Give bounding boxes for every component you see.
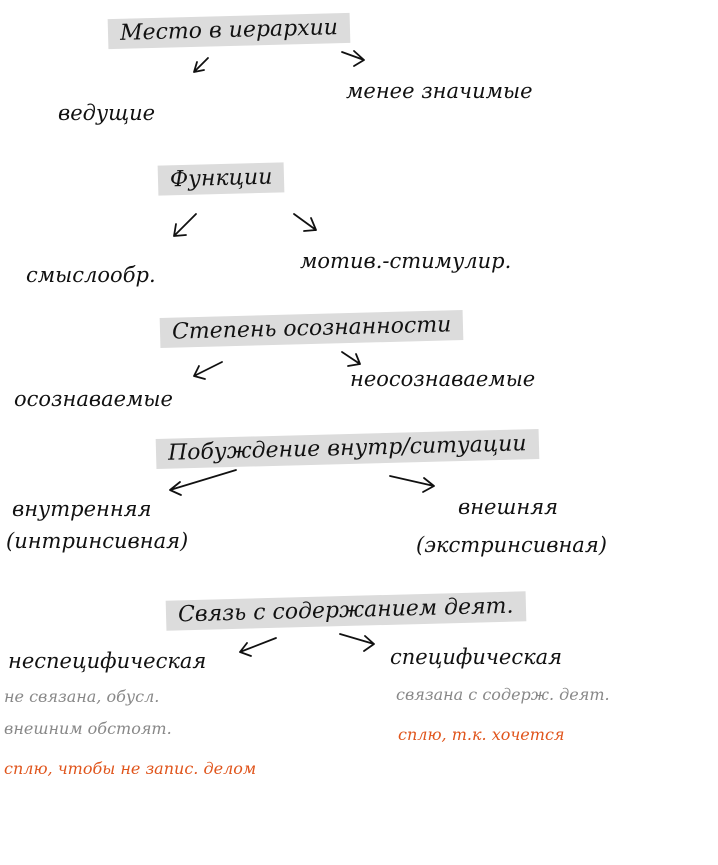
arrow-left-1: [193, 57, 209, 73]
left-branch-label: внутренняя: [12, 497, 152, 521]
arrow-right-5: [339, 633, 375, 652]
section-header-awareness: Степень осознанности: [159, 310, 464, 348]
arrow-left-4: [169, 469, 237, 496]
left-branch-label: ведущие: [58, 101, 156, 125]
left-branch-example: сплю, чтобы не запис. делом: [4, 759, 257, 778]
arrow-right-4: [389, 475, 435, 493]
left-branch-label: неспецифическая: [8, 649, 207, 673]
arrow-right-2: [293, 213, 317, 232]
right-branch-label: внешняя: [458, 495, 559, 519]
left-branch-note: не связана, обусл.: [4, 687, 160, 706]
right-branch-sublabel: (экстринсивная): [416, 533, 607, 557]
right-branch-label: неосознаваемые: [350, 367, 536, 391]
left-branch-note: внешним обстоят.: [4, 719, 172, 738]
arrow-left-3: [193, 361, 223, 380]
section-header-functions: Функции: [157, 162, 285, 196]
arrow-right-3: [341, 351, 361, 367]
arrow-left-5: [239, 637, 277, 657]
arrow-right-1: [341, 50, 365, 67]
section-header-motivation-source: Побуждение внутр/ситуации: [155, 428, 539, 470]
section-header-hierarchy: Место в иерархии: [107, 12, 351, 50]
right-branch-example: сплю, т.к. хочется: [398, 725, 565, 744]
right-branch-note: связана с содерж. деят.: [396, 685, 610, 704]
section-header-activity-link: Связь с содержанием деят.: [165, 591, 526, 631]
right-branch-label: менее значимые: [346, 79, 533, 103]
arrow-left-2: [173, 213, 197, 237]
right-branch-label: мотив.-стимулир.: [300, 249, 512, 273]
right-branch-label: специфическая: [390, 645, 563, 669]
left-branch-label: смыслообр.: [26, 263, 156, 287]
left-branch-sublabel: (интринсивная): [6, 529, 189, 553]
left-branch-label: осознаваемые: [14, 387, 173, 411]
